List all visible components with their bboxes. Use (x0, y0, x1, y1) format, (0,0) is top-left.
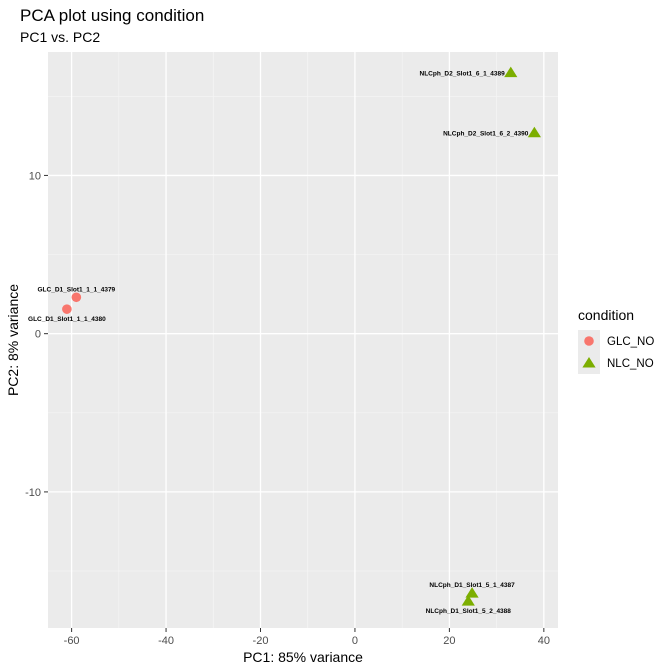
point-label: GLC_D1_Slot1_1_1_4380 (28, 316, 106, 323)
axis-ticks: -60 -40 -20 0 20 40 -10 0 10 (25, 170, 550, 647)
point-label: GLC_D1_Slot1_1_1_4379 (37, 286, 115, 293)
y-axis-title: PC2: 8% variance (5, 284, 21, 396)
y-tick-label: -10 (25, 487, 41, 499)
y-tick-label: 0 (35, 329, 41, 341)
x-tick-label: -60 (64, 635, 80, 647)
data-point-triangle (465, 587, 479, 598)
legend-label: NLC_NO (607, 358, 654, 370)
point-label: NLCph_D2_Slot1_6_1_4389 (420, 71, 506, 78)
plot-panel (48, 52, 558, 628)
chart-subtitle: PC1 vs. PC2 (20, 29, 100, 45)
x-tick-label: 20 (443, 635, 455, 647)
data-point-triangle (461, 595, 475, 606)
legend-label: GLC_NO (607, 336, 654, 348)
x-axis-title: PC1: 85% variance (243, 649, 363, 665)
major-gridlines (48, 52, 558, 628)
legend-triangle-icon (582, 357, 596, 368)
legend: condition GLC_NO NLC_NO (578, 307, 654, 374)
data-point-triangle (504, 66, 518, 78)
data-point-circle (71, 292, 82, 303)
x-tick-label: -40 (158, 635, 174, 647)
point-label: NLCph_D2_Slot1_6_2_4390 (443, 131, 529, 138)
legend-circle-icon (584, 336, 594, 346)
x-tick-label: -20 (253, 635, 269, 647)
data-point-circle (62, 304, 72, 314)
point-labels: GLC_D1_Slot1_1_1_4379 GLC_D1_Slot1_1_1_43… (28, 71, 529, 616)
y-tick-label: 10 (29, 170, 41, 182)
point-label: NLCph_D1_Slot1_5_2_4388 (426, 608, 512, 615)
data-point-triangle (527, 126, 541, 138)
x-tick-label: 40 (538, 635, 550, 647)
point-label: NLCph_D1_Slot1_5_1_4387 (429, 582, 515, 589)
x-tick-label: 0 (352, 635, 358, 647)
legend-title: condition (578, 307, 634, 323)
data-points (62, 66, 541, 606)
minor-gridlines (48, 52, 558, 628)
chart-title: PCA plot using condition (20, 6, 204, 25)
